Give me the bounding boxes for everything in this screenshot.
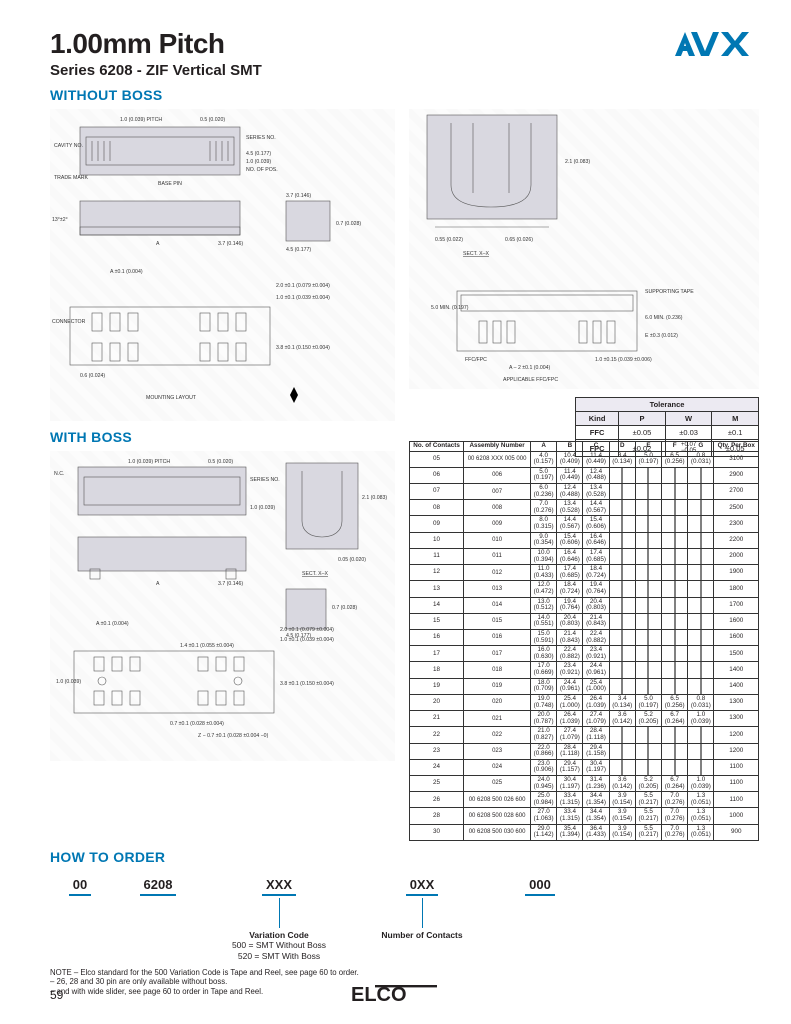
svg-text:3.7 (0.146): 3.7 (0.146) — [218, 241, 243, 247]
svg-text:0.7 (0.028): 0.7 (0.028) — [332, 605, 357, 611]
svg-text:SUPPORTING TAPE: SUPPORTING TAPE — [645, 289, 694, 295]
svg-text:E ±0.3 (0.012): E ±0.3 (0.012) — [645, 333, 678, 339]
section-how-to-order: HOW TO ORDER — [50, 849, 757, 865]
svg-text:1.4 ±0.1 (0.055 ±0.004): 1.4 ±0.1 (0.055 ±0.004) — [180, 643, 234, 649]
svg-text:1.0 (0.039): 1.0 (0.039) — [250, 505, 275, 511]
svg-text:SERIES NO.: SERIES NO. — [250, 477, 280, 483]
svg-text:1.0 (0.039) PITCH: 1.0 (0.039) PITCH — [120, 117, 162, 123]
svg-text:4.5 (0.177): 4.5 (0.177) — [246, 151, 271, 157]
svg-text:0.5 (0.020): 0.5 (0.020) — [208, 459, 233, 465]
svg-text:4.5 (0.177): 4.5 (0.177) — [286, 247, 311, 253]
svg-text:3.8 ±0.1 (0.150 ±0.004): 3.8 ±0.1 (0.150 ±0.004) — [276, 345, 330, 351]
brand-logo-elco: ELCO — [351, 982, 441, 1006]
svg-text:0.7 (0.028): 0.7 (0.028) — [336, 221, 361, 227]
page-title: 1.00mm Pitch — [50, 28, 262, 60]
svg-text:1.0 (0.039): 1.0 (0.039) — [56, 679, 81, 685]
how-to-order: 006208XXXVariation Code500 = SMT Without… — [50, 877, 757, 997]
svg-text:BASE PIN: BASE PIN — [158, 181, 182, 187]
svg-text:2.0 ±0.1 (0.079 ±0.004): 2.0 ±0.1 (0.079 ±0.004) — [276, 283, 330, 289]
dimensions-table: No. of ContactsAssembly NumberABCDEFGQty… — [409, 441, 759, 841]
section-without-boss: WITHOUT BOSS — [50, 87, 757, 103]
svg-text:SERIES NO.: SERIES NO. — [246, 135, 276, 141]
svg-text:0.65 (0.026): 0.65 (0.026) — [505, 237, 533, 243]
svg-text:MOUNTING LAYOUT: MOUNTING LAYOUT — [146, 395, 197, 401]
svg-text:SECT. X–X: SECT. X–X — [302, 571, 328, 577]
drawing-without-boss: CAVITY NO. SERIES NO. TRADE MARK BASE PI… — [50, 109, 395, 421]
svg-text:0.6 (0.024): 0.6 (0.024) — [80, 373, 105, 379]
svg-text:FFC/FPC: FFC/FPC — [465, 357, 487, 363]
svg-text:5.0 MIN. (0.197): 5.0 MIN. (0.197) — [431, 305, 469, 311]
svg-text:A: A — [156, 581, 160, 587]
svg-text:3.7 (0.146): 3.7 (0.146) — [286, 193, 311, 199]
drawing-with-boss: N.C. SERIES NO. 1.0 (0.039) PITCH 0.5 (0… — [50, 451, 395, 761]
svg-text:0.05 (0.020): 0.05 (0.020) — [338, 557, 366, 563]
svg-text:NO. OF POS.: NO. OF POS. — [246, 167, 278, 173]
svg-text:0.5 (0.020): 0.5 (0.020) — [200, 117, 225, 123]
svg-text:2.1 (0.083): 2.1 (0.083) — [565, 159, 590, 165]
section-with-boss: WITH BOSS — [50, 429, 395, 445]
svg-text:6.0 MIN. (0.236): 6.0 MIN. (0.236) — [645, 315, 683, 321]
page-number: 59 — [50, 988, 63, 1002]
drawing-section-and-ffcfpc: 2.1 (0.083) 0.55 (0.022) 0.65 (0.026) SE… — [409, 109, 759, 389]
svg-text:13°±2°: 13°±2° — [52, 217, 68, 223]
svg-text:N.C.: N.C. — [54, 471, 64, 477]
svg-text:1.0 ±0.15 (0.039 ±0.006): 1.0 ±0.15 (0.039 ±0.006) — [595, 357, 652, 363]
svg-text:1.0 ±0.1 (0.039 ±0.004): 1.0 ±0.1 (0.039 ±0.004) — [276, 295, 330, 301]
svg-text:CONNECTOR: CONNECTOR — [52, 319, 86, 325]
svg-text:2.0 ±0.1 (0.079 ±0.004): 2.0 ±0.1 (0.079 ±0.004) — [280, 627, 334, 633]
svg-text:A ±0.1 (0.004): A ±0.1 (0.004) — [96, 621, 129, 627]
svg-text:A: A — [156, 241, 160, 247]
svg-text:1.0 (0.039): 1.0 (0.039) — [246, 159, 271, 165]
svg-text:0.7 ±0.1 (0.028 ±0.004): 0.7 ±0.1 (0.028 ±0.004) — [170, 721, 224, 727]
svg-text:A – 2 ±0.1 (0.004): A – 2 ±0.1 (0.004) — [509, 365, 550, 371]
svg-text:1.0 ±0.1 (0.039 ±0.004): 1.0 ±0.1 (0.039 ±0.004) — [280, 637, 334, 643]
svg-text:0.55 (0.022): 0.55 (0.022) — [435, 237, 463, 243]
svg-text:A ±0.1 (0.004): A ±0.1 (0.004) — [110, 269, 143, 275]
page-subtitle: Series 6208 - ZIF Vertical SMT — [50, 62, 262, 79]
svg-text:2.1 (0.083): 2.1 (0.083) — [362, 495, 387, 501]
svg-text:1.0 (0.039) PITCH: 1.0 (0.039) PITCH — [128, 459, 170, 465]
svg-text:3.8 ±0.1 (0.150 ±0.004): 3.8 ±0.1 (0.150 ±0.004) — [280, 681, 334, 687]
svg-text:CAVITY NO.: CAVITY NO. — [54, 143, 83, 149]
svg-text:APPLICABLE FFC/FPC: APPLICABLE FFC/FPC — [503, 377, 558, 383]
svg-text:3.7 (0.146): 3.7 (0.146) — [218, 581, 243, 587]
brand-logo-avx — [673, 28, 757, 60]
svg-text:TRADE MARK: TRADE MARK — [54, 175, 89, 181]
svg-text:Z − 0.7 ±0.1 (0.028 ±0.004 −0): Z − 0.7 ±0.1 (0.028 ±0.004 −0) — [198, 733, 269, 739]
svg-text:SECT. X–X: SECT. X–X — [463, 251, 489, 257]
tolerance-table: Tolerance KindPWM FFC±0.05±0.03±0.1FPC±0… — [575, 397, 759, 457]
